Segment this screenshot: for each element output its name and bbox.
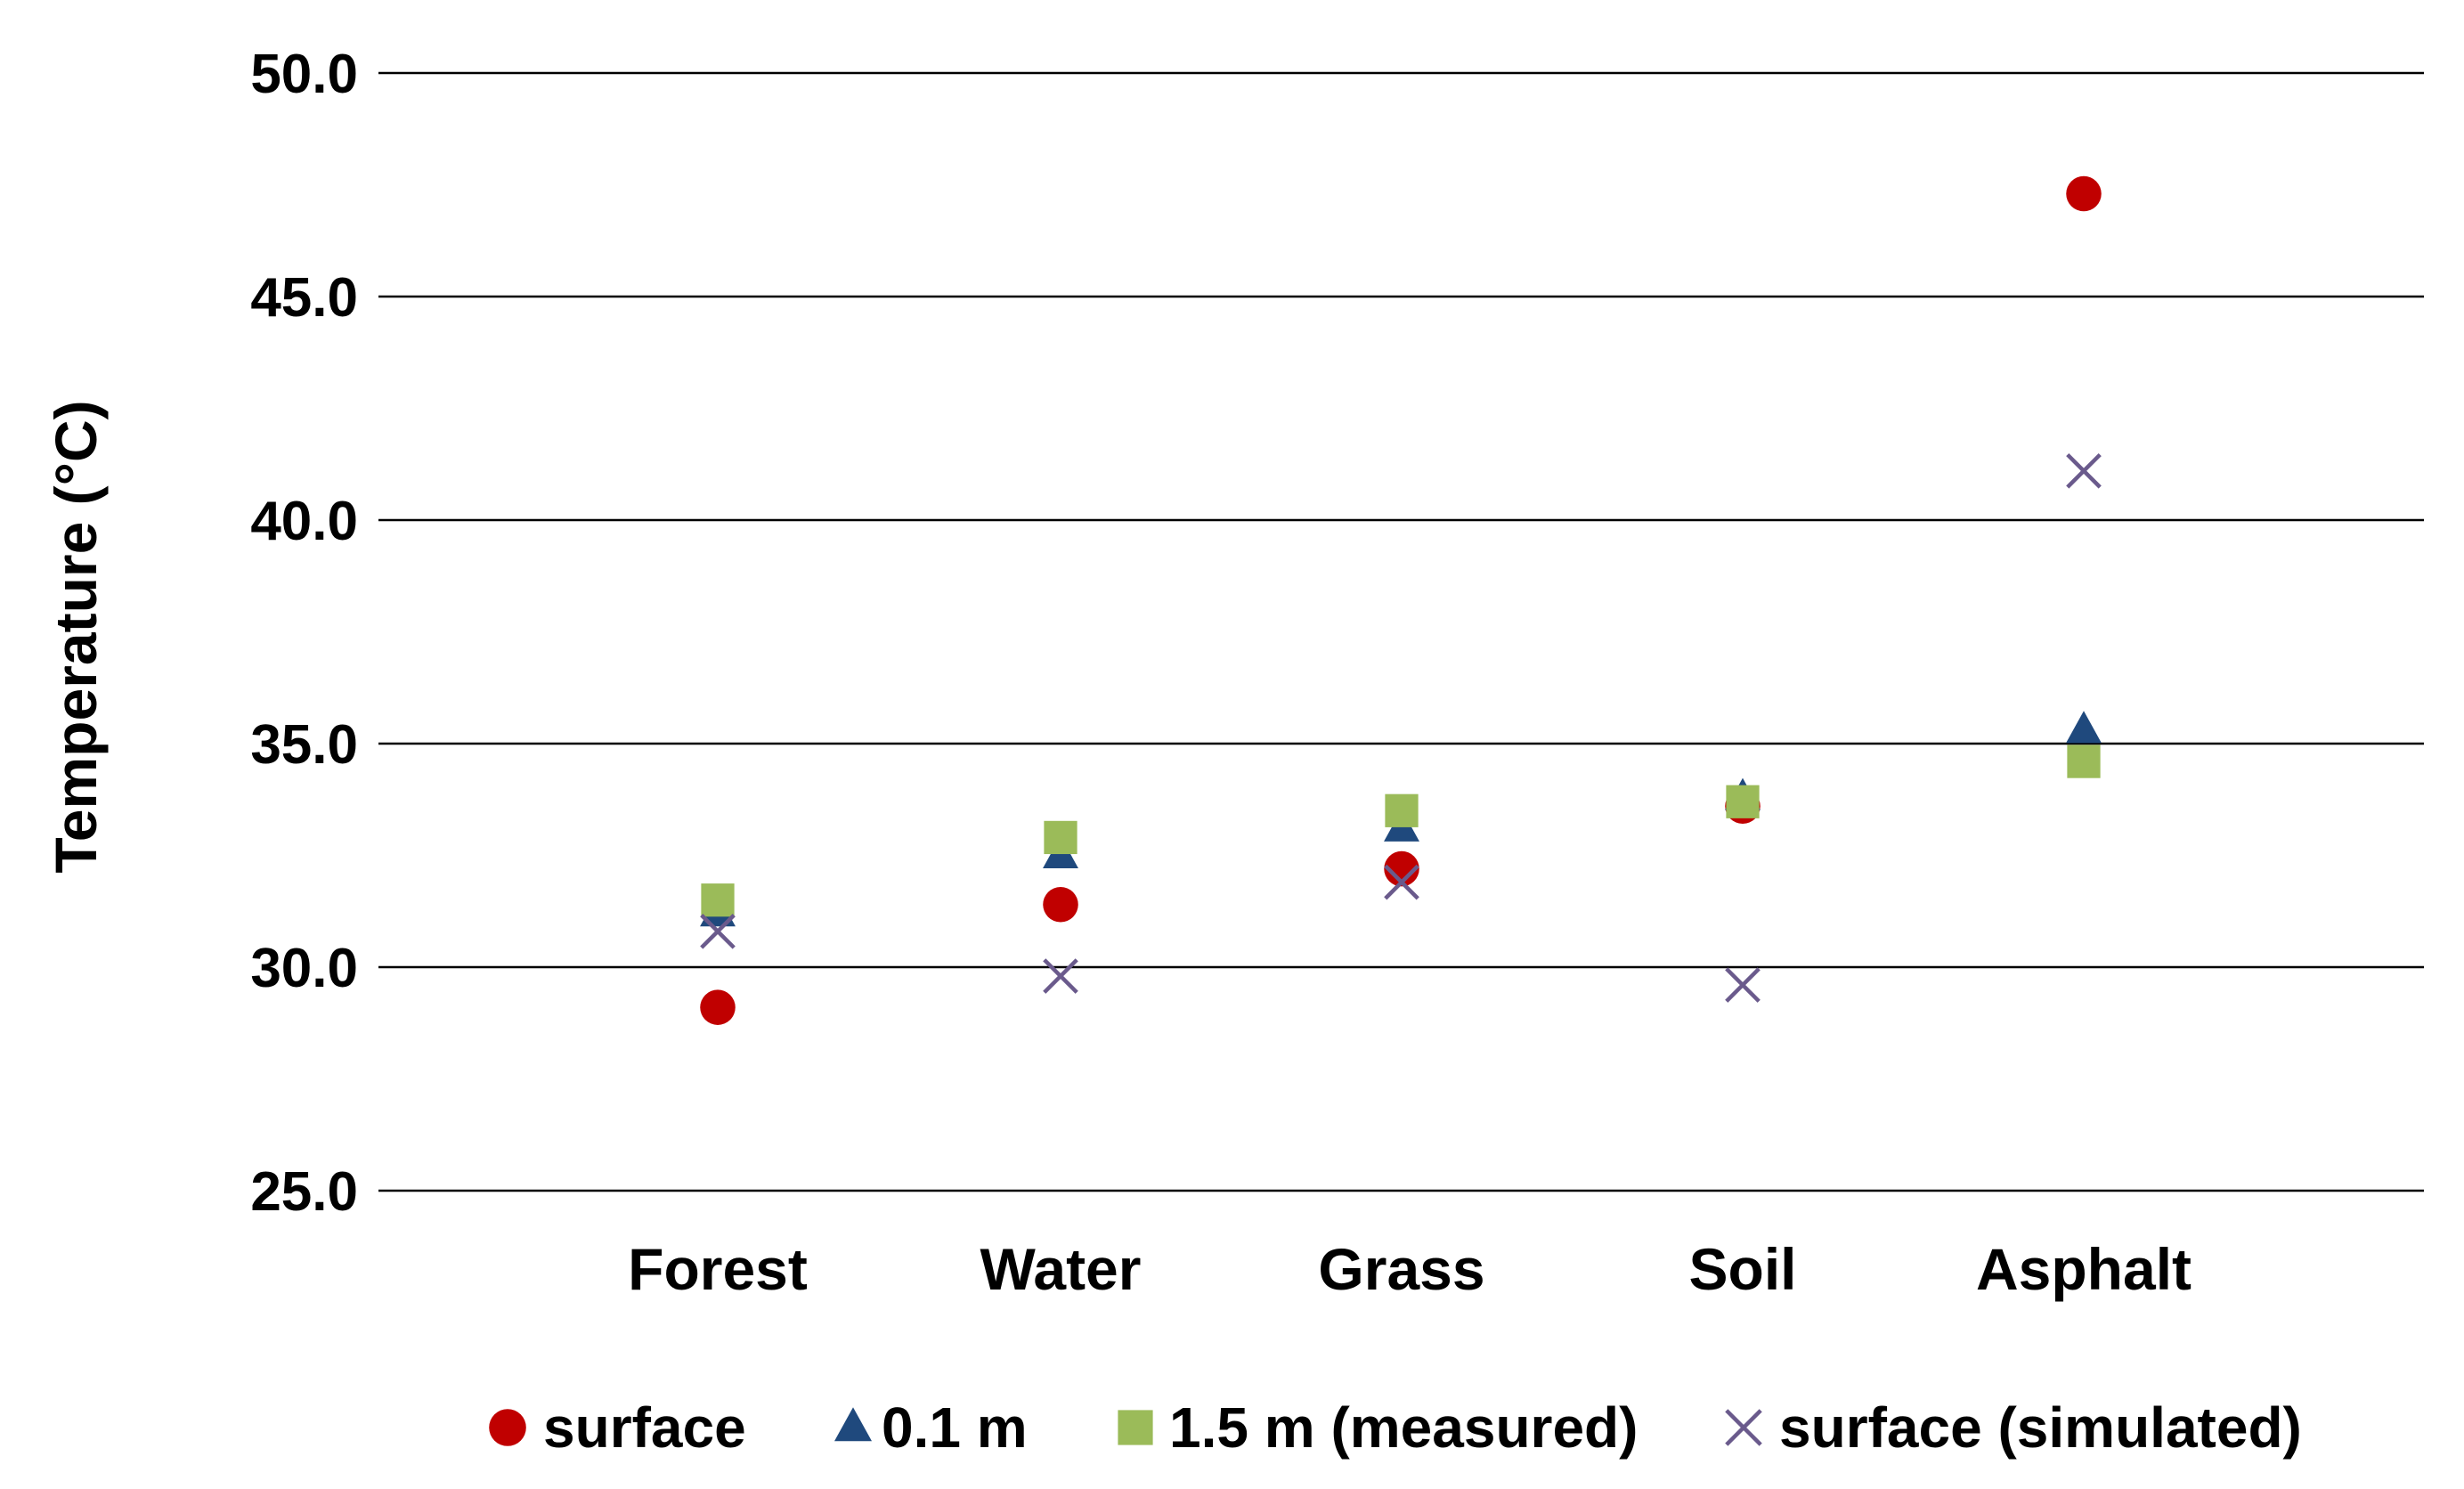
gridlines bbox=[378, 71, 2424, 1192]
legend-marker-circle bbox=[489, 1409, 526, 1446]
data-point-triangle bbox=[2066, 711, 2102, 744]
data-markers bbox=[700, 175, 2102, 1025]
legend-marker-triangle bbox=[834, 1407, 872, 1442]
series-circle bbox=[700, 175, 2102, 1025]
data-point-x bbox=[1384, 864, 1419, 900]
data-point-square bbox=[701, 883, 735, 917]
y-tick-label: 25.0 bbox=[250, 1161, 358, 1223]
data-point-circle bbox=[700, 989, 736, 1025]
y-tick-label: 35.0 bbox=[250, 714, 358, 776]
legend: surface 0.1 m 1.5 m (measured) surface (sim… bbox=[489, 1395, 2302, 1460]
y-tick-label: 40.0 bbox=[250, 491, 358, 552]
legend-label: 1.5 m (measured) bbox=[1169, 1395, 1638, 1460]
data-point-square bbox=[1044, 820, 1077, 855]
data-point-square bbox=[2067, 744, 2101, 778]
data-point-circle bbox=[2066, 175, 2102, 212]
legend-item: 0.1 m bbox=[834, 1395, 1028, 1460]
category-label: Asphalt bbox=[1976, 1236, 2192, 1302]
y-tick-label: 50.0 bbox=[250, 44, 358, 105]
legend-item: surface bbox=[489, 1395, 746, 1460]
data-point-square bbox=[1385, 793, 1419, 827]
y-tick-label: 45.0 bbox=[250, 267, 358, 329]
data-point-x bbox=[1043, 958, 1078, 994]
category-label: Soil bbox=[1688, 1236, 1796, 1302]
category-label: Water bbox=[980, 1236, 1142, 1302]
legend-marker-square bbox=[1118, 1410, 1153, 1445]
y-tick-label: 30.0 bbox=[250, 938, 358, 999]
y-tick-labels: 25.0 30.0 35.0 40.0 45.0 50.0 bbox=[250, 44, 358, 1223]
data-point-x bbox=[700, 914, 736, 949]
y-axis-title: Temperature (°C) bbox=[43, 400, 109, 873]
series-x bbox=[700, 452, 2102, 1003]
data-point-square bbox=[1726, 785, 1760, 818]
category-label: Grass bbox=[1318, 1236, 1484, 1302]
data-point-circle bbox=[1043, 886, 1078, 923]
legend-label: surface (simulated) bbox=[1779, 1395, 2302, 1460]
series-square bbox=[701, 744, 2101, 917]
data-point-x bbox=[1725, 967, 1761, 1003]
data-point-x bbox=[2066, 452, 2102, 489]
legend-label: surface bbox=[543, 1395, 746, 1460]
data-point-circle bbox=[1384, 850, 1419, 887]
legend-item: surface (simulated) bbox=[1725, 1395, 2302, 1460]
legend-item: 1.5 m (measured) bbox=[1118, 1395, 1638, 1460]
category-label: Forest bbox=[628, 1236, 808, 1302]
legend-label: 0.1 m bbox=[882, 1395, 1028, 1460]
legend-marker-x bbox=[1725, 1409, 1762, 1446]
category-labels: Forest Water Grass Soil Asphalt bbox=[628, 1236, 2192, 1302]
